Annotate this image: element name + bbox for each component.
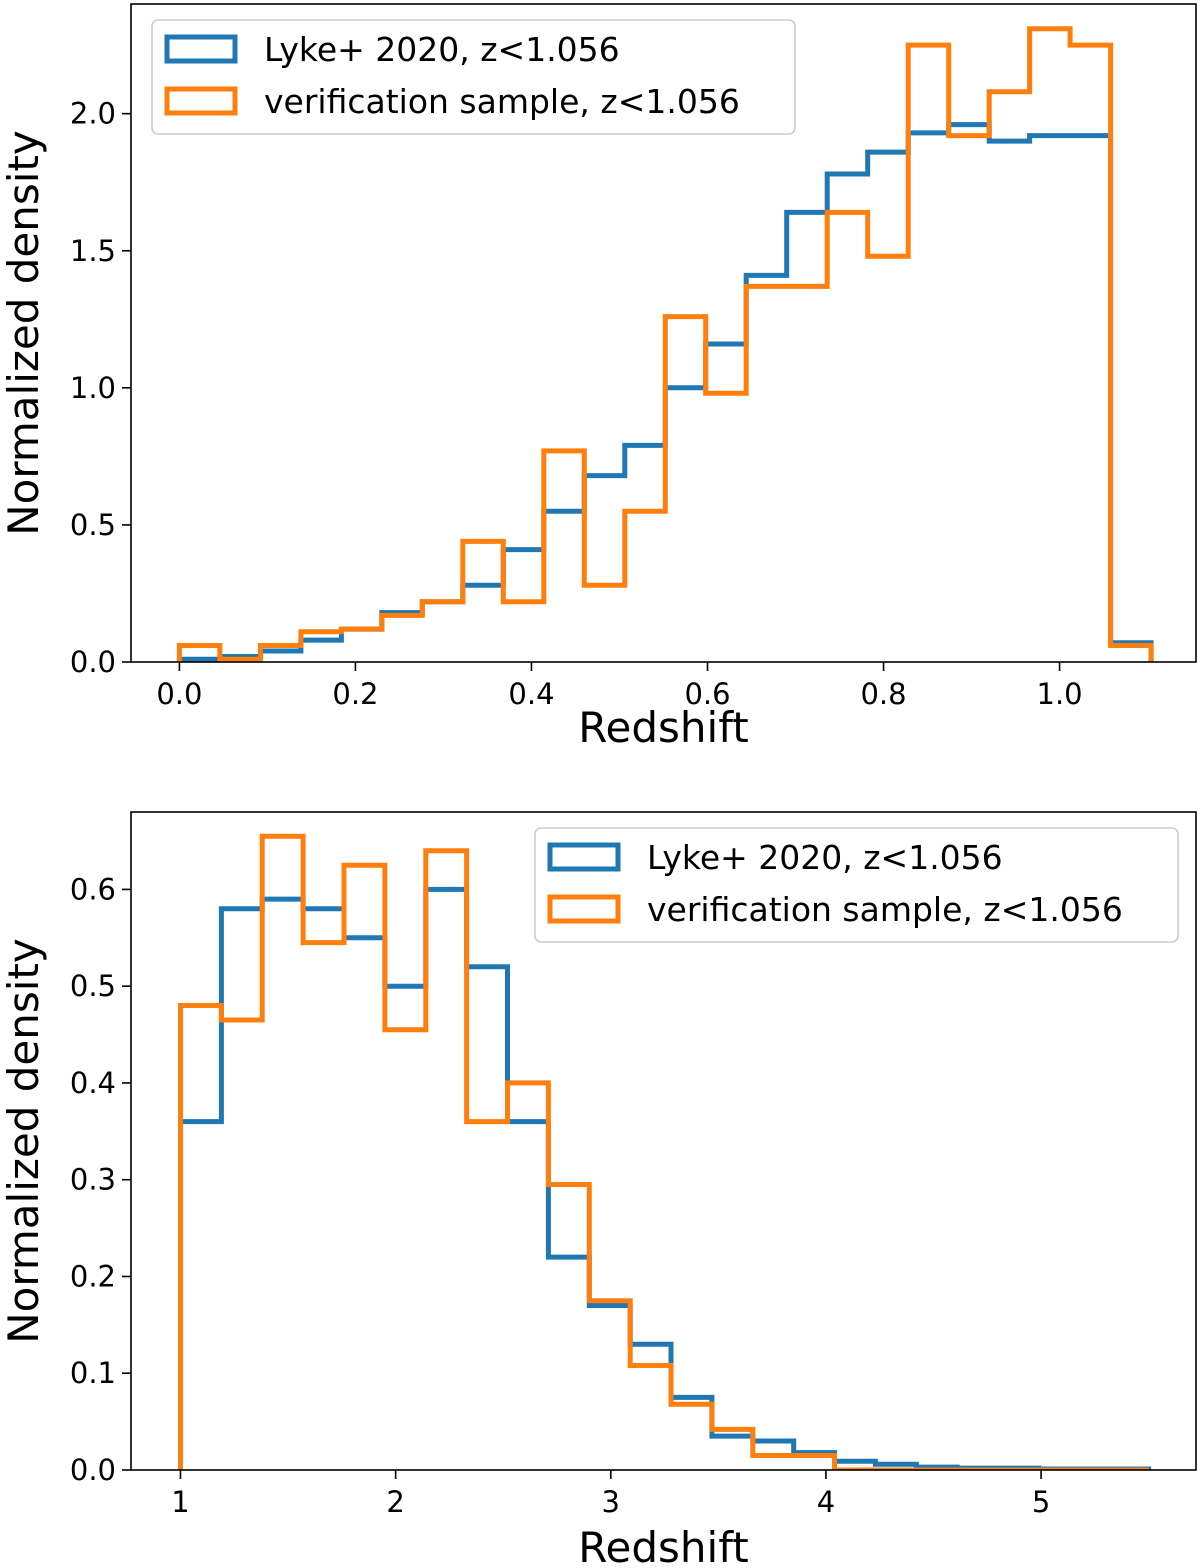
- y-axis-label: Normalized density: [0, 130, 48, 536]
- y-tick-label: 0.2: [70, 1259, 116, 1293]
- x-tick-label: 1: [171, 1485, 189, 1519]
- legend-label-lyke-2020: Lyke+ 2020, z<1.056: [647, 838, 1003, 877]
- legend-swatch-verification-sample: [164, 86, 238, 116]
- legend-swatch-verification-sample: [547, 894, 621, 924]
- y-tick-label: 1.0: [70, 371, 116, 405]
- series-group: [176, 26, 1154, 662]
- y-tick-label: 0.6: [70, 872, 116, 906]
- legend: Lyke+ 2020, z<1.056 verification sample, …: [151, 19, 796, 135]
- histogram-series-lyke-2020: [178, 886, 1152, 1470]
- y-tick-label: 0.1: [70, 1356, 116, 1390]
- legend-box: [151, 19, 796, 135]
- y-tick-label: 0.0: [70, 1453, 116, 1487]
- legend: Lyke+ 2020, z<1.056 verification sample, …: [534, 827, 1179, 943]
- y-tick-label: 0.0: [70, 645, 116, 679]
- x-tick-label: 0.0: [156, 677, 202, 711]
- histogram-series-verification-sample: [176, 26, 1154, 662]
- y-tick-label: 0.5: [70, 508, 116, 542]
- x-tick-label: 2: [386, 1485, 404, 1519]
- y-tick-label: 2.0: [70, 97, 116, 131]
- x-tick-label: 0.8: [860, 677, 906, 711]
- y-tick-label: 1.5: [70, 234, 116, 268]
- y-tick-label: 0.5: [70, 969, 116, 1003]
- x-tick-label: 0.2: [332, 677, 378, 711]
- x-axis-label: Redshift: [578, 1523, 748, 1568]
- chart-panel-top: 0.0 0.2 0.4 0.6 0.8 1.0 0.0 0.5 1.0 1.5 2.0 Redshif…: [0, 3, 1197, 752]
- y-tick-label: 0.3: [70, 1163, 116, 1197]
- axes-frame: [130, 811, 1197, 1471]
- x-axis-label: Redshift: [578, 703, 748, 752]
- legend-box: [534, 827, 1179, 943]
- histogram-series-verification-sample: [178, 833, 1149, 1470]
- x-tick-label: 0.4: [508, 677, 554, 711]
- chart-panel-bottom: 1 2 3 4 5 0.0 0.1 0.2 0.3 0.4 0.5 0.6 Redshift Normal…: [0, 811, 1197, 1568]
- legend-swatch-lyke-2020: [547, 842, 621, 872]
- y-axis-label: Normalized density: [0, 938, 48, 1344]
- legend-label-lyke-2020: Lyke+ 2020, z<1.056: [264, 30, 620, 69]
- x-tick-label: 1.0: [1037, 677, 1083, 711]
- legend-label-verification-sample: verification sample, z<1.056: [264, 82, 740, 121]
- y-tick-label: 0.4: [70, 1066, 116, 1100]
- axes-frame: [130, 3, 1197, 663]
- x-tick-label: 5: [1032, 1485, 1050, 1519]
- x-tick-label: 3: [602, 1485, 620, 1519]
- legend-label-verification-sample: verification sample, z<1.056: [647, 890, 1123, 929]
- legend-swatch-lyke-2020: [164, 34, 238, 64]
- x-tick-label: 4: [817, 1485, 835, 1519]
- x-tick-label: 0.6: [684, 677, 730, 711]
- series-group: [178, 833, 1152, 1470]
